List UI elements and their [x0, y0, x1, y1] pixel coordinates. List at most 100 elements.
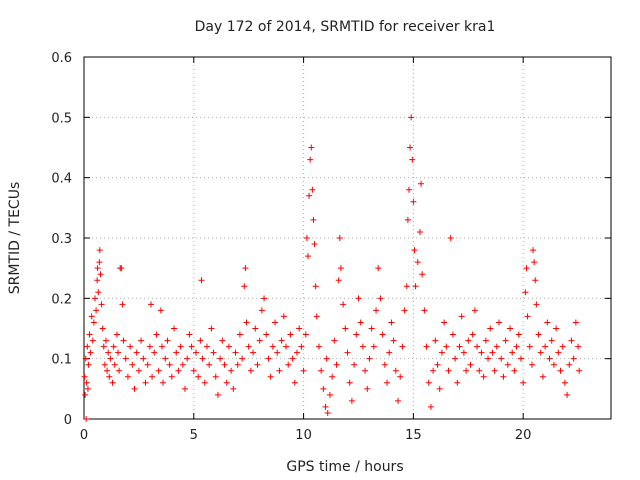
data-point	[197, 337, 204, 344]
data-point	[478, 349, 485, 356]
data-point	[144, 361, 151, 368]
data-point	[313, 313, 320, 320]
data-point	[535, 331, 542, 338]
data-point	[487, 325, 494, 332]
y-tick-label: 0.6	[51, 51, 72, 66]
data-point	[331, 337, 338, 344]
data-point	[158, 343, 165, 350]
data-point	[425, 379, 432, 386]
data-point	[186, 331, 193, 338]
data-point	[539, 373, 546, 380]
data-point	[96, 259, 103, 266]
data-point	[223, 379, 230, 386]
data-point	[379, 331, 386, 338]
data-point	[409, 156, 416, 163]
data-point	[82, 355, 89, 362]
data-point	[208, 325, 215, 332]
y-tick-label: 0	[64, 413, 72, 428]
data-point	[188, 343, 195, 350]
data-point	[155, 367, 162, 374]
data-point	[81, 373, 88, 380]
data-point	[168, 373, 175, 380]
data-point	[206, 361, 213, 368]
data-point	[421, 307, 428, 314]
data-point	[520, 379, 527, 386]
data-point	[311, 241, 318, 248]
data-point	[504, 361, 511, 368]
data-point	[307, 156, 314, 163]
data-point	[561, 379, 568, 386]
data-point	[101, 361, 108, 368]
data-point	[336, 235, 343, 241]
data-point	[252, 325, 259, 332]
data-point	[532, 277, 539, 284]
data-point	[164, 337, 171, 344]
data-point	[323, 355, 330, 362]
data-point	[388, 319, 395, 326]
data-point	[122, 355, 129, 362]
data-point	[390, 337, 397, 344]
data-point	[443, 343, 450, 350]
data-point	[304, 253, 311, 260]
data-point	[166, 361, 173, 368]
data-point	[351, 361, 358, 368]
data-point	[320, 385, 327, 392]
data-point	[458, 313, 465, 320]
data-point	[149, 373, 156, 380]
data-point	[447, 235, 454, 241]
data-point	[401, 307, 408, 314]
data-point	[432, 337, 439, 344]
data-point	[90, 319, 97, 326]
data-point	[392, 367, 399, 374]
data-point	[403, 283, 410, 290]
data-point	[303, 235, 310, 241]
data-point	[173, 349, 180, 356]
data-point	[182, 385, 189, 392]
data-point	[278, 337, 285, 344]
x-tick-label: 20	[515, 428, 532, 443]
data-point	[329, 373, 336, 380]
data-point	[404, 216, 411, 223]
data-point	[517, 355, 524, 362]
data-point	[102, 337, 109, 344]
data-point	[91, 295, 98, 302]
data-point	[524, 313, 531, 320]
data-point	[544, 319, 551, 326]
data-point	[489, 349, 496, 356]
data-point	[526, 343, 533, 350]
data-point	[119, 301, 126, 308]
y-tick-label: 0.2	[51, 292, 72, 307]
data-point	[441, 319, 448, 326]
data-point	[239, 355, 246, 362]
data-point	[85, 361, 92, 368]
data-point	[445, 367, 452, 374]
data-point	[337, 265, 344, 272]
data-point	[493, 343, 500, 350]
data-point	[86, 331, 93, 338]
data-point	[310, 216, 317, 223]
data-point	[511, 367, 518, 374]
data-point	[84, 343, 91, 350]
data-point	[243, 319, 250, 326]
data-point	[217, 355, 224, 362]
data-point	[469, 331, 476, 338]
data-point	[133, 349, 140, 356]
data-point	[83, 416, 90, 422]
data-point	[408, 114, 415, 121]
data-point	[236, 331, 243, 338]
data-point	[436, 385, 443, 392]
data-point	[280, 313, 287, 320]
data-point	[555, 349, 562, 356]
data-point	[198, 277, 205, 284]
data-point	[120, 337, 127, 344]
data-point	[377, 295, 384, 302]
y-tick-label: 0.4	[51, 172, 72, 187]
data-point	[326, 391, 333, 398]
data-point	[346, 379, 353, 386]
data-point	[151, 349, 158, 356]
data-point	[113, 331, 120, 338]
data-point	[513, 343, 520, 350]
data-point	[480, 373, 487, 380]
y-axis-title: SRMTID / TECUs	[7, 182, 23, 295]
